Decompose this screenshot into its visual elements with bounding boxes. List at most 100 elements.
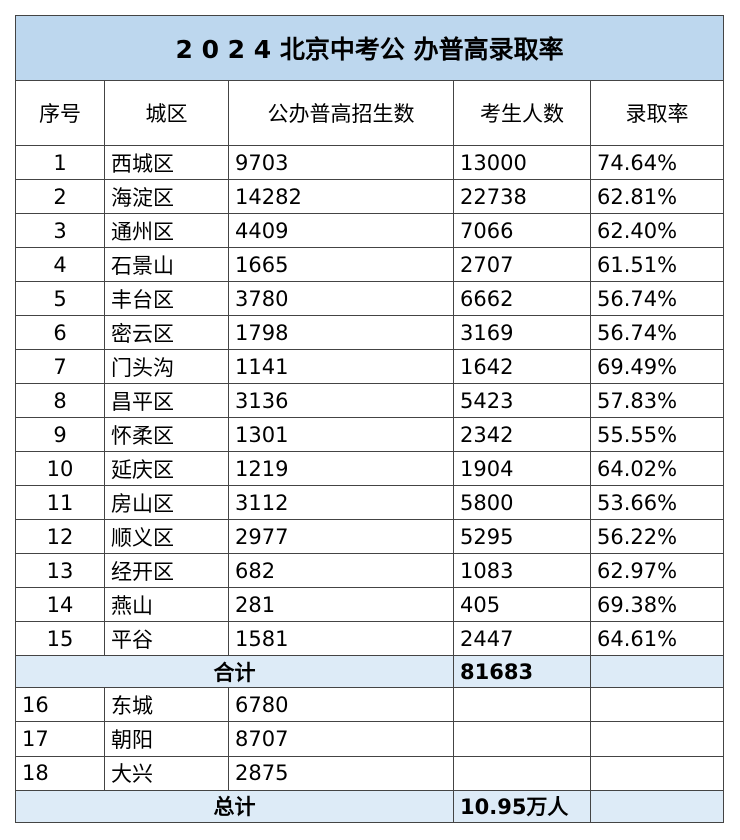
data-row: 15 平谷 1581 2447 64.61%: [15, 621, 725, 656]
data-row: 3 通州区 4409 7066 62.40%: [15, 213, 725, 248]
cell: 1581: [228, 621, 454, 656]
cell: 7: [15, 349, 105, 384]
cell: 海淀区: [104, 179, 229, 214]
empty-cell: [589, 789, 725, 823]
cell: 大兴: [104, 755, 229, 791]
cell: 11: [15, 485, 105, 520]
cell: 62.40%: [589, 213, 725, 248]
sum-row: 总计 10.95万人: [15, 789, 725, 823]
cell: 53.66%: [589, 485, 725, 520]
cell: 69.49%: [589, 349, 725, 384]
cell: 3136: [228, 383, 454, 418]
cell: 门头沟: [104, 349, 229, 384]
header-cell: 公办普高招生数: [228, 80, 454, 146]
cell: 5423: [453, 383, 591, 418]
cell: 1665: [228, 247, 454, 282]
empty-cell: [453, 721, 591, 757]
data-row: 6 密云区 1798 3169 56.74%: [15, 315, 725, 350]
data-row: 4 石景山 1665 2707 61.51%: [15, 247, 725, 282]
cell: 64.61%: [589, 621, 725, 656]
head-row: 序号 城区 公办普高招生数 考生人数 录取率: [15, 80, 725, 146]
cell: 12: [15, 519, 105, 554]
cell: 1141: [228, 349, 454, 384]
cell: 22738: [453, 179, 591, 214]
data-row: 8 昌平区 3136 5423 57.83%: [15, 383, 725, 418]
cell: 1904: [453, 451, 591, 486]
cell: 281: [228, 587, 454, 622]
cell: 3780: [228, 281, 454, 316]
cell: 56.74%: [589, 281, 725, 316]
data-row: 2 海淀区 14282 22738 62.81%: [15, 179, 725, 214]
cell: 4: [15, 247, 105, 282]
data-row: 7 门头沟 1141 1642 69.49%: [15, 349, 725, 384]
data-row: 5 丰台区 3780 6662 56.74%: [15, 281, 725, 316]
cell: 6662: [453, 281, 591, 316]
empty-cell: [453, 686, 591, 723]
cell: 405: [453, 587, 591, 622]
cell: 通州区: [104, 213, 229, 248]
cell: 61.51%: [589, 247, 725, 282]
cell: 2707: [453, 247, 591, 282]
cell: 8707: [228, 721, 454, 757]
cell: 62.97%: [589, 553, 725, 588]
cell: 密云区: [104, 315, 229, 350]
cell: 64.02%: [589, 451, 725, 486]
cell: 55.55%: [589, 417, 725, 452]
subtotal-value: 81683: [453, 655, 591, 688]
header-cell: 录取率: [589, 80, 725, 146]
empty-cell: [589, 655, 725, 688]
cell: 16: [15, 686, 105, 723]
cell: 3112: [228, 485, 454, 520]
cell: 14: [15, 587, 105, 622]
cell: 74.64%: [589, 145, 725, 180]
cell: 1083: [453, 553, 591, 588]
cell: 2977: [228, 519, 454, 554]
cell: 14282: [228, 179, 454, 214]
extra-row: 17 朝阳 8707: [15, 721, 725, 757]
cell: 1: [15, 145, 105, 180]
total-label: 总计: [15, 789, 454, 823]
cell: 1798: [228, 315, 454, 350]
cell: 石景山: [104, 247, 229, 282]
cell: 1219: [228, 451, 454, 486]
cell: 2875: [228, 755, 454, 791]
table-body: 2 0 2 4 北京中考公 办普高录取率 序号 城区 公办普高招生数 考生人数 录取率 1…: [14, 15, 725, 823]
cell: 5: [15, 281, 105, 316]
data-row: 9 怀柔区 1301 2342 55.55%: [15, 417, 725, 452]
empty-cell: [589, 755, 725, 791]
cell: 房山区: [104, 485, 229, 520]
cell: 17: [15, 721, 105, 757]
total-value: 10.95万人: [453, 789, 591, 823]
cell: 平谷: [104, 621, 229, 656]
data-row: 11 房山区 3112 5800 53.66%: [15, 485, 725, 520]
cell: 7066: [453, 213, 591, 248]
sum-row: 合计 81683: [15, 655, 725, 688]
cell: 顺义区: [104, 519, 229, 554]
cell: 2447: [453, 621, 591, 656]
cell: 6780: [228, 686, 454, 723]
cell: 燕山: [104, 587, 229, 622]
cell: 57.83%: [589, 383, 725, 418]
cell: 朝阳: [104, 721, 229, 757]
cell: 3169: [453, 315, 591, 350]
cell: 2342: [453, 417, 591, 452]
header-cell: 序号: [15, 80, 105, 146]
data-row: 12 顺义区 2977 5295 56.22%: [15, 519, 725, 554]
cell: 5295: [453, 519, 591, 554]
subtotal-label: 合计: [15, 655, 454, 688]
cell: 62.81%: [589, 179, 725, 214]
data-row: 14 燕山 281 405 69.38%: [15, 587, 725, 622]
cell: 怀柔区: [104, 417, 229, 452]
cell: 10: [15, 451, 105, 486]
cell: 6: [15, 315, 105, 350]
table-title: 2 0 2 4 北京中考公 办普高录取率: [14, 15, 725, 81]
cell: 东城: [104, 686, 229, 723]
empty-cell: [589, 721, 725, 757]
cell: 18: [15, 755, 105, 791]
cell: 682: [228, 553, 454, 588]
cell: 4409: [228, 213, 454, 248]
cell: 56.74%: [589, 315, 725, 350]
cell: 丰台区: [104, 281, 229, 316]
extra-row: 16 东城 6780: [15, 686, 725, 723]
